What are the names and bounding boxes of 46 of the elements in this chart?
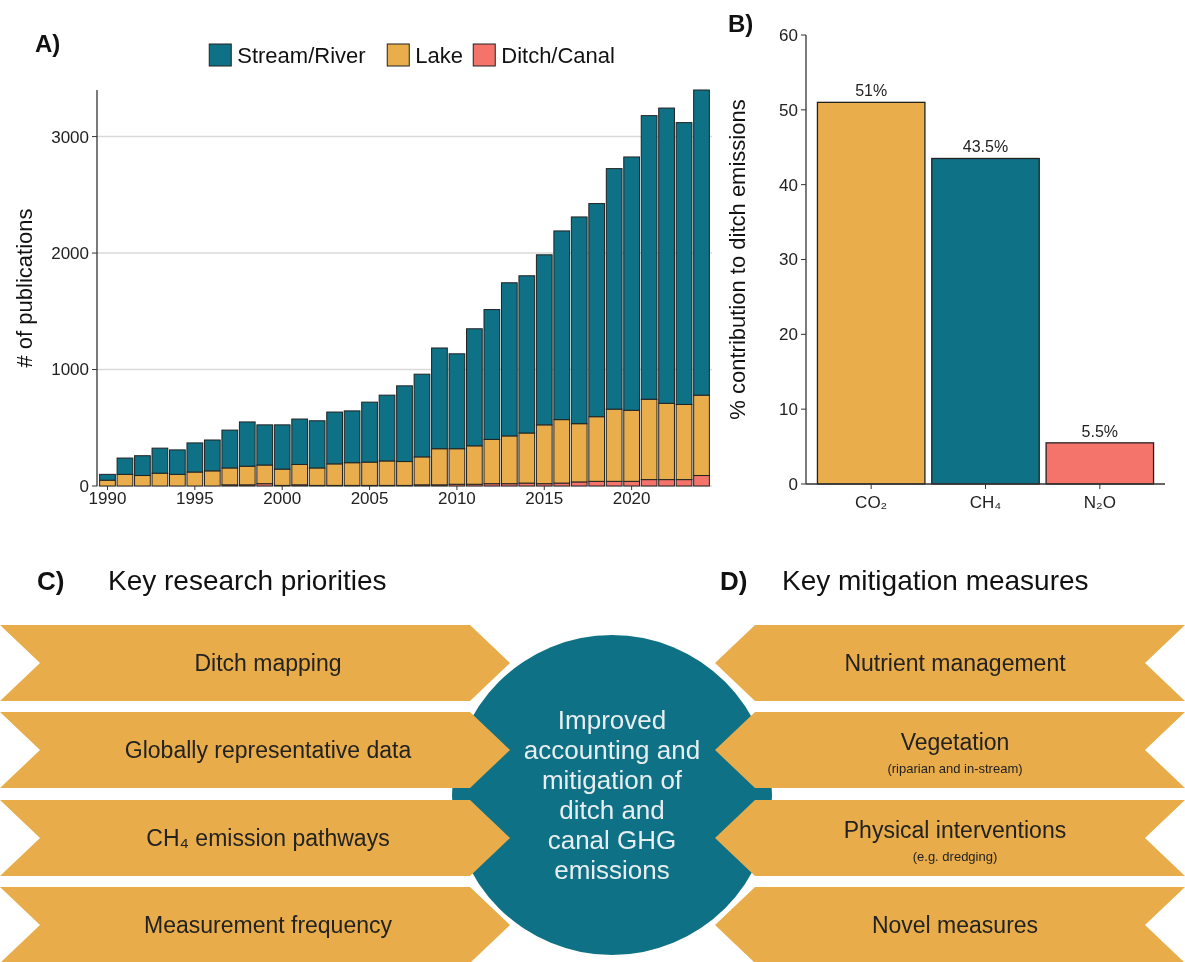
text: Physical interventions <box>843 817 1067 844</box>
text: Nutrient management <box>844 650 1067 677</box>
x-tick-label: 2020 <box>612 489 651 508</box>
text: Globally representative data <box>124 737 412 764</box>
y-tick-label: 10 <box>779 400 798 420</box>
y-tick-label: 30 <box>779 250 798 270</box>
data-label: 51% <box>855 82 888 100</box>
y-tick-label: 60 <box>779 25 798 45</box>
text: Novel measures <box>871 912 1039 939</box>
y-tick-label: 0 <box>79 476 89 496</box>
text: Key mitigation measures <box>782 565 1089 596</box>
y-axis-title: % contribution to ditch emissions <box>725 99 750 420</box>
y-tick-label: 1000 <box>51 360 89 380</box>
legend-label: Lake <box>415 43 463 68</box>
y-tick-label: 40 <box>779 175 798 195</box>
x-tick-label: 1995 <box>175 489 214 508</box>
y-tick-label: 2000 <box>51 244 89 264</box>
text: Ditch mapping <box>194 650 342 677</box>
x-tick-label: CO₂ <box>855 493 888 512</box>
text: Key research priorities <box>108 565 387 596</box>
y-axis-title: # of publications <box>12 208 37 368</box>
text: D) <box>720 566 748 596</box>
y-tick-label: 50 <box>779 100 798 120</box>
text: A) <box>35 30 61 57</box>
x-tick-label: 1990 <box>88 489 127 508</box>
x-tick-label: 2005 <box>350 489 389 508</box>
text: (riparian and in-stream) <box>887 760 1023 776</box>
text: (e.g. dredging) <box>912 848 998 864</box>
data-label: 5.5% <box>1081 422 1119 440</box>
legend-label: Ditch/Canal <box>501 43 615 68</box>
y-tick-label: 20 <box>779 325 798 345</box>
text: Vegetation <box>900 729 1010 756</box>
text: Measurement frequency <box>143 912 393 939</box>
y-tick-label: 0 <box>788 474 798 494</box>
text: Improved accounting and mitigation of ditch and canal GHG emissions <box>523 705 701 886</box>
y-tick-label: 3000 <box>51 127 89 147</box>
legend-label: Stream/River <box>237 43 366 68</box>
data-label: 43.5% <box>962 138 1009 156</box>
text: B) <box>728 10 754 37</box>
x-tick-label: N₂O <box>1083 493 1116 512</box>
x-tick-label: 2010 <box>438 489 476 508</box>
text: C) <box>37 566 65 596</box>
x-tick-label: 2015 <box>525 489 564 508</box>
text: CH₄ emission pathways <box>146 825 390 852</box>
x-tick-label: CH₄ <box>969 493 1002 512</box>
x-tick-label: 2000 <box>263 489 302 508</box>
